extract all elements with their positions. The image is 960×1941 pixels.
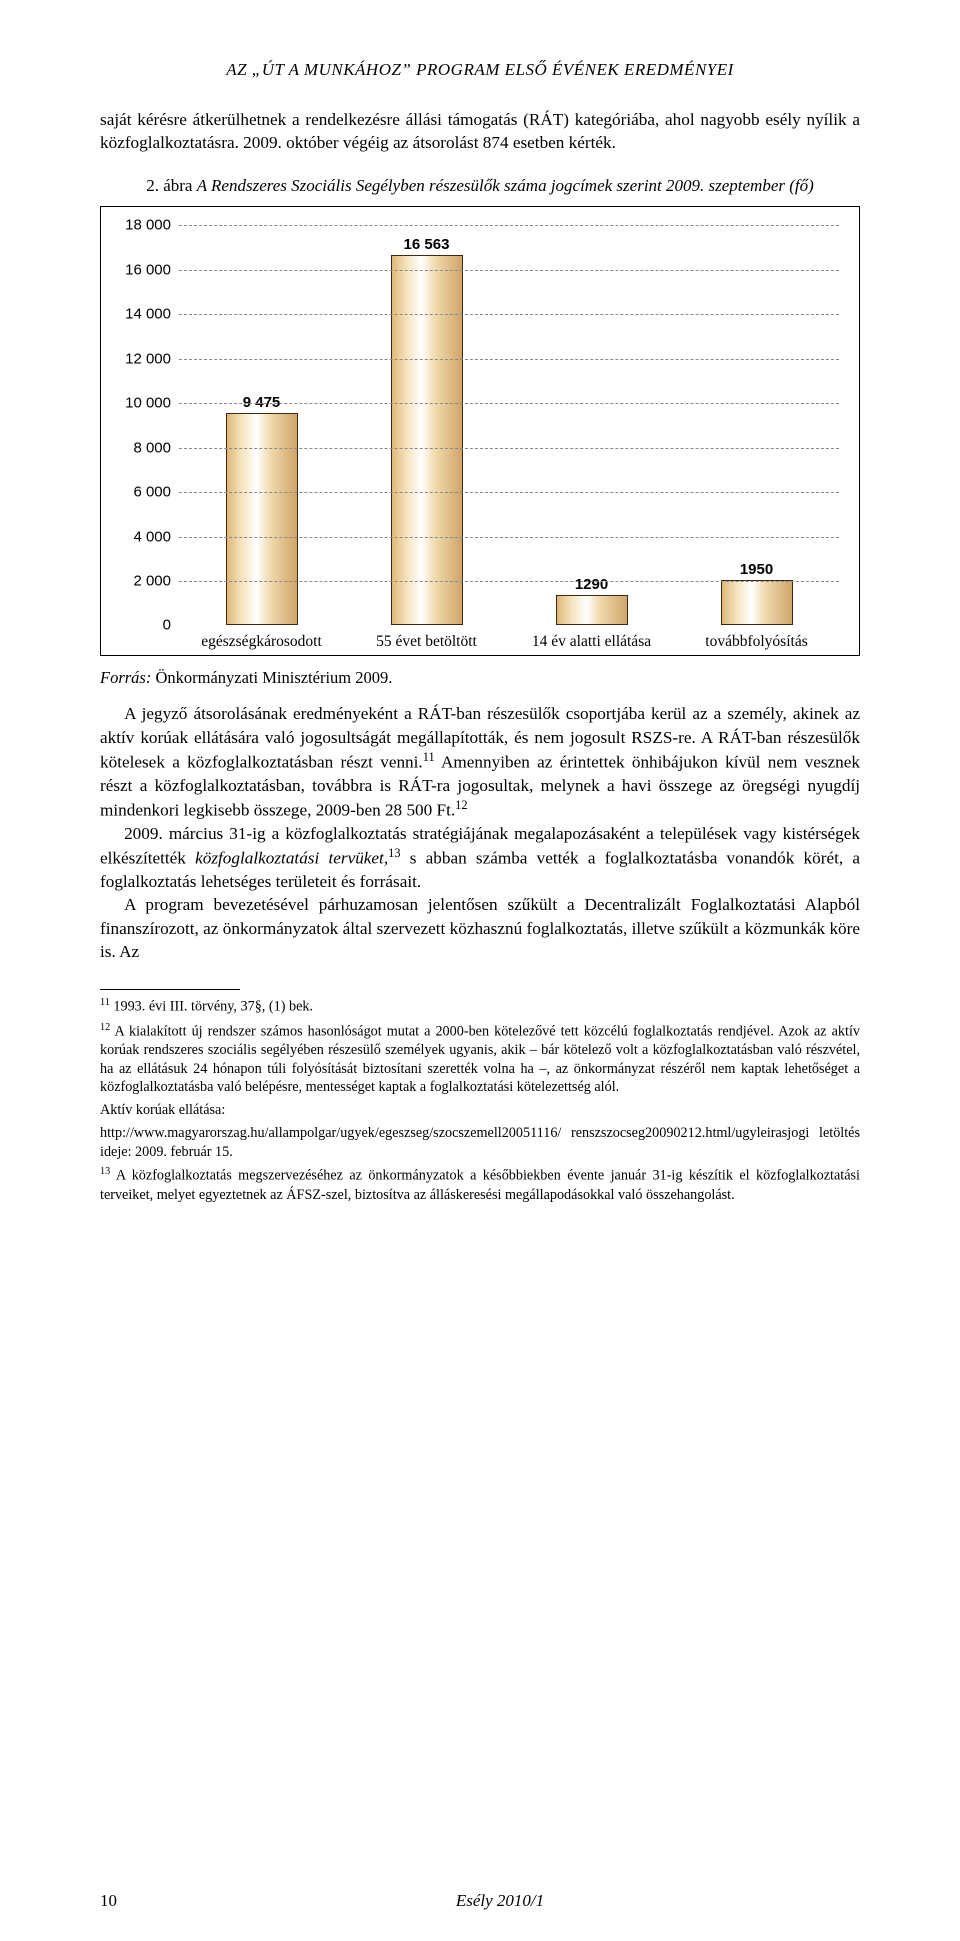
gridline [179,225,839,226]
x-axis-labels: egészségkárosodott55 évet betöltött14 év… [179,625,839,651]
footnote-12-extra: Aktív korúak ellátása: [100,1101,860,1120]
y-axis: 02 0004 0006 0008 00010 00012 00014 0001… [101,207,179,625]
gridline [179,448,839,449]
gridline [179,359,839,360]
footnote-12-url: http://www.magyarorszag.hu/allampolgar/u… [100,1124,860,1161]
bar-column: 9 475 [179,225,344,625]
gridline [179,492,839,493]
body-paragraph-1: A jegyző átsorolásának eredményeként a R… [100,702,860,822]
y-tick-label: 14 000 [125,306,171,323]
y-tick-label: 18 000 [125,217,171,234]
figure-number: 2. ábra [146,176,197,195]
bar-value-label: 1290 [575,576,608,593]
y-tick-label: 6 000 [133,484,171,501]
bar-column: 1290 [509,225,674,625]
bar [226,413,298,626]
page: AZ „ÚT A MUNKÁHOZ” PROGRAM ELSŐ ÉVÉNEK E… [0,0,960,1941]
y-tick-label: 0 [163,617,171,634]
bar-column: 16 563 [344,225,509,625]
bar-value-label: 1950 [740,561,773,578]
figure-source: Forrás: Önkormányzati Minisztérium 2009. [100,668,860,688]
gridline [179,314,839,315]
journal-reference: Esély 2010/1 [140,1891,860,1911]
y-tick-label: 4 000 [133,528,171,545]
bar-column: 1950 [674,225,839,625]
y-tick-label: 2 000 [133,572,171,589]
bar [721,580,793,625]
bar-value-label: 16 563 [404,236,450,253]
x-axis-label: 55 évet betöltött [344,625,509,651]
figure-caption: 2. ábra A Rendszeres Szociális Segélyben… [100,176,860,196]
page-footer: 10 Esély 2010/1 [100,1891,860,1911]
body-paragraph-3: A program bevezetésével párhuzamosan jel… [100,893,860,963]
source-text: Önkormányzati Minisztérium 2009. [155,668,392,687]
y-tick-label: 16 000 [125,261,171,278]
gridline [179,403,839,404]
y-tick-label: 12 000 [125,350,171,367]
footnote-rule [100,989,240,990]
footnote-11: 11 1993. évi III. törvény, 37§, (1) bek. [100,996,860,1016]
running-head: AZ „ÚT A MUNKÁHOZ” PROGRAM ELSŐ ÉVÉNEK E… [100,60,860,80]
source-label: Forrás: [100,668,155,687]
plot-area: 9 475 16 563 1290 1950 [179,225,839,625]
chart-container: 0 2 000 4 000 6 000 8 000 10 000 12 000 14 000 1… [100,206,860,656]
footnote-12: 12 A kialakított új rendszer számos haso… [100,1021,860,1098]
page-number: 10 [100,1891,140,1911]
y-tick-label: 8 000 [133,439,171,456]
x-axis-label: 14 év alatti ellátása [509,625,674,651]
x-axis-label: továbbfolyósítás [674,625,839,651]
chart-area: 02 0004 0006 0008 00010 00012 00014 0001… [101,207,859,625]
bars-group: 9 475 16 563 1290 1950 [179,225,839,625]
gridline [179,270,839,271]
x-axis-label: egészségkárosodott [179,625,344,651]
figure-title: A Rendszeres Szociális Segélyben részesü… [197,176,814,195]
intro-paragraph: saját kérésre átkerülhetnek a rendelkezé… [100,108,860,154]
bar [391,255,463,625]
footnote-13: 13 A közfoglalkoztatás megszervezéséhez … [100,1165,860,1204]
gridline [179,537,839,538]
y-tick-label: 10 000 [125,395,171,412]
gridline [179,581,839,582]
bar [556,595,628,626]
body-paragraph-2: 2009. március 31-ig a közfoglalkoztatás … [100,822,860,893]
